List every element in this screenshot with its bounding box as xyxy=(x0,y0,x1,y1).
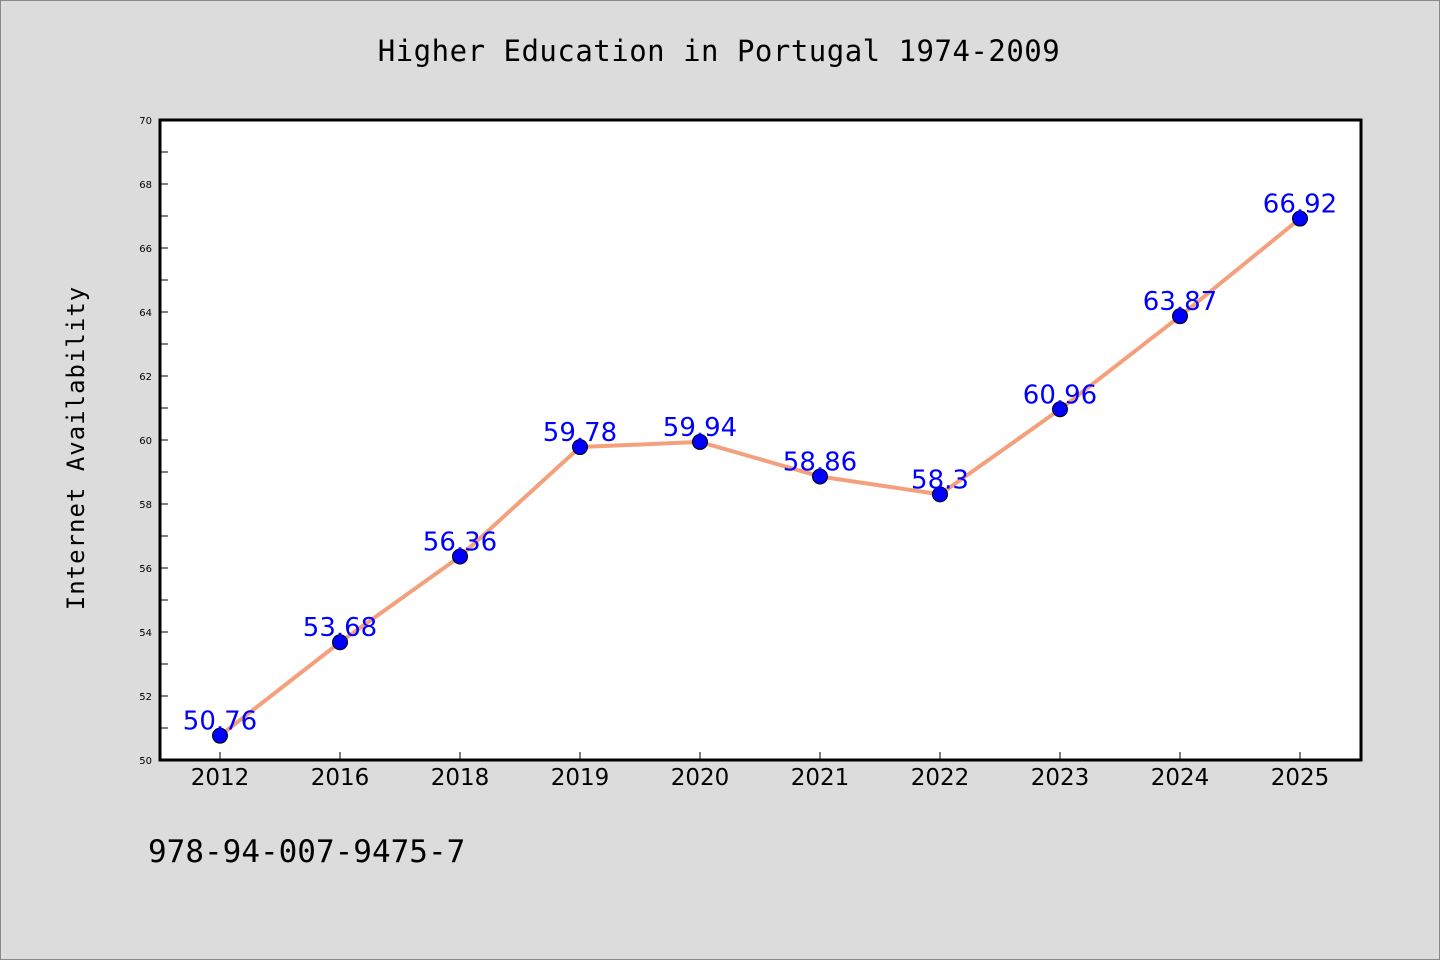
data-label: 53.68 xyxy=(303,613,377,643)
data-point xyxy=(692,433,708,450)
y-tick-label: 64 xyxy=(139,308,152,319)
y-tick-label: 50 xyxy=(139,756,152,767)
data-point xyxy=(572,439,588,456)
data-point xyxy=(812,468,828,485)
data-point xyxy=(1292,210,1308,227)
chart-title: Higher Education in Portugal 1974-2009 xyxy=(377,34,1061,68)
data-label: 50.76 xyxy=(183,707,257,737)
y-tick-label: 56 xyxy=(139,564,152,575)
x-tick-label: 2025 xyxy=(1271,765,1330,791)
data-label: 63.87 xyxy=(1143,287,1217,317)
y-tick-label: 62 xyxy=(139,372,152,383)
series-line xyxy=(218,217,1302,738)
x-tick-label: 2022 xyxy=(911,765,970,791)
data-label: 58.3 xyxy=(911,465,969,495)
x-tick-label: 2019 xyxy=(551,765,610,791)
y-tick-label: 60 xyxy=(139,436,152,447)
data-label: 58.86 xyxy=(783,447,857,477)
data-label: 59.94 xyxy=(663,413,737,443)
x-tick-label: 2020 xyxy=(671,765,730,791)
footer-isbn-text: 978-94-007-9475-7 xyxy=(148,834,466,870)
x-tick-label: 2023 xyxy=(1031,765,1090,791)
data-label: 59.78 xyxy=(543,418,617,448)
y-tick-label: 66 xyxy=(139,244,152,255)
y-tick-label: 68 xyxy=(139,180,152,191)
y-tick-label: 58 xyxy=(139,500,152,511)
x-tick-label: 2021 xyxy=(791,765,850,791)
data-label: 66.92 xyxy=(1263,190,1337,220)
data-point xyxy=(332,634,348,651)
data-point xyxy=(212,727,228,744)
y-tick-label: 52 xyxy=(139,692,152,703)
data-point xyxy=(932,486,948,503)
x-tick-label: 2016 xyxy=(311,765,370,791)
y-tick-label: 54 xyxy=(139,628,152,639)
plot-area xyxy=(158,118,1363,762)
x-tick-label: 2024 xyxy=(1151,765,1210,791)
data-point xyxy=(1172,308,1188,325)
y-tick-label: 70 xyxy=(139,116,152,127)
data-label: 56.36 xyxy=(423,527,497,557)
data-label: 60.96 xyxy=(1023,380,1097,410)
data-point xyxy=(452,548,468,565)
data-point xyxy=(1052,401,1068,418)
x-tick-label: 2012 xyxy=(191,765,250,791)
x-tick-label: 2018 xyxy=(431,765,490,791)
